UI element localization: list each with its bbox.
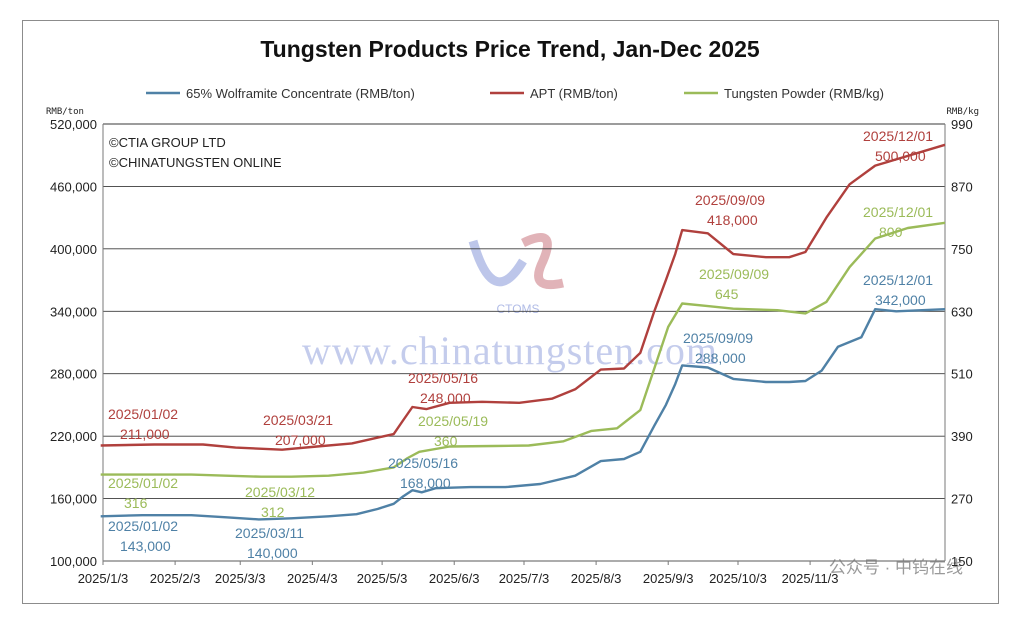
watermark-url: www.chinatungsten.com bbox=[302, 328, 718, 373]
annotation-value-powder: 360 bbox=[434, 433, 458, 449]
annotation-date-wolframite: 2025/05/16 bbox=[388, 455, 458, 471]
annotation-value-powder: 312 bbox=[261, 504, 285, 520]
annotation-value-wolframite: 143,000 bbox=[120, 538, 171, 554]
left-axis-ticks: 100,000 160,000 220,000 280,000 340,000 400,0… bbox=[50, 117, 97, 569]
left-axis-tick-label: 520,000 bbox=[50, 117, 97, 132]
annotation-value-powder: 800 bbox=[879, 224, 903, 240]
annotation-date-powder: 2025/05/19 bbox=[418, 413, 488, 429]
x-axis-tick-label: 2025/9/3 bbox=[643, 571, 694, 586]
legend-label-apt: APT (RMB/ton) bbox=[530, 86, 618, 101]
annotation-value-apt: 500,000 bbox=[875, 148, 926, 164]
annotation-date-wolframite: 2025/12/01 bbox=[863, 272, 933, 288]
left-axis-tick-label: 160,000 bbox=[50, 492, 97, 507]
chart-title: Tungsten Products Price Trend, Jan-Dec 2… bbox=[260, 36, 760, 62]
x-axis-tick-label: 2025/3/3 bbox=[215, 571, 266, 586]
annotation-value-apt: 211,000 bbox=[120, 426, 170, 442]
right-axis-tick-label: 750 bbox=[951, 242, 973, 257]
annotation-value-wolframite: 140,000 bbox=[247, 545, 298, 561]
annotation-value-wolframite: 288,000 bbox=[695, 350, 746, 366]
series-line-apt bbox=[100, 143, 946, 451]
annotation-date-apt: 2025/05/16 bbox=[408, 370, 478, 386]
right-axis-tick-label: 270 bbox=[951, 492, 973, 507]
right-axis-tick-label: 150 bbox=[951, 554, 973, 569]
watermark-logo-text: CTOMS bbox=[496, 302, 539, 316]
annotation-value-powder: 316 bbox=[124, 495, 148, 511]
x-axis-ticks: 2025/1/3 2025/2/3 2025/3/3 2025/4/3 2025/5/3… bbox=[78, 561, 839, 586]
series-line-powder bbox=[100, 221, 946, 478]
right-axis-tick-label: 870 bbox=[951, 179, 973, 194]
annotation-value-apt: 207,000 bbox=[275, 432, 326, 448]
watermark: CTOMS www.chinatungsten.com 公众号 · 中钨在线 bbox=[302, 233, 963, 577]
left-axis-tick-label: 280,000 bbox=[50, 367, 97, 382]
copyright-line-2: ©CHINATUNGSTEN ONLINE bbox=[109, 155, 282, 170]
annotation-value-apt: 248,000 bbox=[420, 390, 471, 406]
x-axis-tick-label: 2025/6/3 bbox=[429, 571, 480, 586]
legend: 65% Wolframite Concentrate (RMB/ton) APT … bbox=[146, 86, 884, 101]
x-axis-tick-label: 2025/1/3 bbox=[78, 571, 129, 586]
copyright-line-1: ©CTIA GROUP LTD bbox=[109, 135, 226, 150]
annotation-date-powder: 2025/01/02 bbox=[108, 475, 178, 491]
annotation-date-apt: 2025/09/09 bbox=[695, 192, 765, 208]
gridlines bbox=[102, 123, 946, 562]
annotation-value-apt: 418,000 bbox=[707, 212, 758, 228]
annotation-date-wolframite: 2025/01/02 bbox=[108, 518, 178, 534]
annotation-date-powder: 2025/03/12 bbox=[245, 484, 315, 500]
legend-label-wolframite: 65% Wolframite Concentrate (RMB/ton) bbox=[186, 86, 415, 101]
annotation-value-wolframite: 168,000 bbox=[400, 475, 451, 491]
legend-label-powder: Tungsten Powder (RMB/kg) bbox=[724, 86, 884, 101]
annotation-date-wolframite: 2025/09/09 bbox=[683, 330, 753, 346]
annotation-value-powder: 645 bbox=[715, 286, 739, 302]
x-axis-tick-label: 2025/2/3 bbox=[150, 571, 201, 586]
chart-frame: Tungsten Products Price Trend, Jan-Dec 2… bbox=[22, 20, 999, 604]
left-axis-tick-label: 400,000 bbox=[50, 242, 97, 257]
left-axis-tick-label: 100,000 bbox=[50, 554, 97, 569]
left-axis-unit: RMB/ton bbox=[46, 107, 84, 117]
series-lines bbox=[100, 143, 946, 521]
left-axis-tick-label: 340,000 bbox=[50, 304, 97, 319]
right-axis-tick-label: 990 bbox=[951, 117, 973, 132]
x-axis-tick-label: 2025/7/3 bbox=[499, 571, 550, 586]
x-axis-tick-label: 2025/11/3 bbox=[782, 571, 839, 586]
annotation-date-apt: 2025/12/01 bbox=[863, 128, 933, 144]
annotation-date-powder: 2025/12/01 bbox=[863, 204, 933, 220]
left-axis-tick-label: 460,000 bbox=[50, 179, 97, 194]
annotation-date-apt: 2025/01/02 bbox=[108, 406, 178, 422]
annotation-date-wolframite: 2025/03/11 bbox=[235, 525, 304, 541]
right-axis-tick-label: 510 bbox=[951, 367, 973, 382]
right-axis-tick-label: 390 bbox=[951, 429, 973, 444]
annotation-value-wolframite: 342,000 bbox=[875, 292, 926, 308]
price-trend-chart: Tungsten Products Price Trend, Jan-Dec 2… bbox=[46, 36, 979, 586]
right-axis-ticks: 150 270 390 510 630 750 870 990 bbox=[951, 117, 973, 569]
series-line-wolframite bbox=[100, 308, 946, 521]
annotation-date-powder: 2025/09/09 bbox=[699, 266, 769, 282]
x-axis-tick-label: 2025/10/3 bbox=[709, 571, 767, 586]
x-axis-tick-label: 2025/5/3 bbox=[357, 571, 408, 586]
left-axis-tick-label: 220,000 bbox=[50, 429, 97, 444]
right-axis-tick-label: 630 bbox=[951, 304, 973, 319]
right-axis-unit: RMB/kg bbox=[946, 107, 979, 117]
x-axis-tick-label: 2025/4/3 bbox=[287, 571, 338, 586]
annotation-date-apt: 2025/03/21 bbox=[263, 412, 333, 428]
x-axis-tick-label: 2025/8/3 bbox=[571, 571, 622, 586]
wechat-watermark: 公众号 · 中钨在线 bbox=[829, 558, 963, 577]
watermark-logo-icon bbox=[468, 233, 565, 290]
annotations: 2025/01/02 143,000 2025/03/11 140,000 2025/0… bbox=[108, 128, 933, 561]
